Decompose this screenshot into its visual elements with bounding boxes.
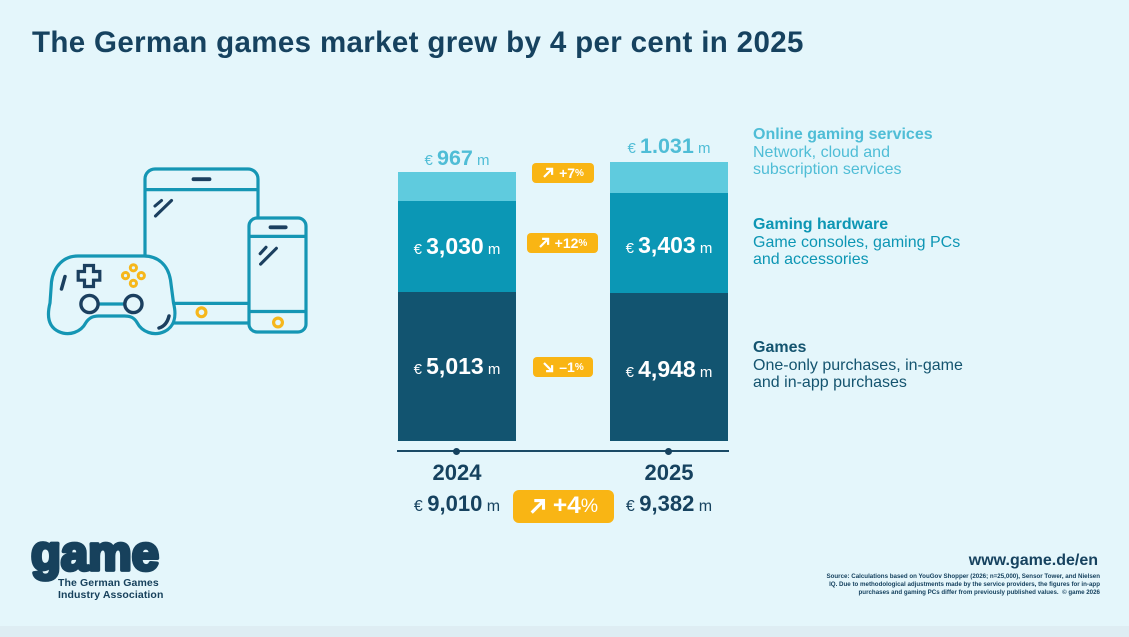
svg-text:game: game <box>31 527 159 581</box>
